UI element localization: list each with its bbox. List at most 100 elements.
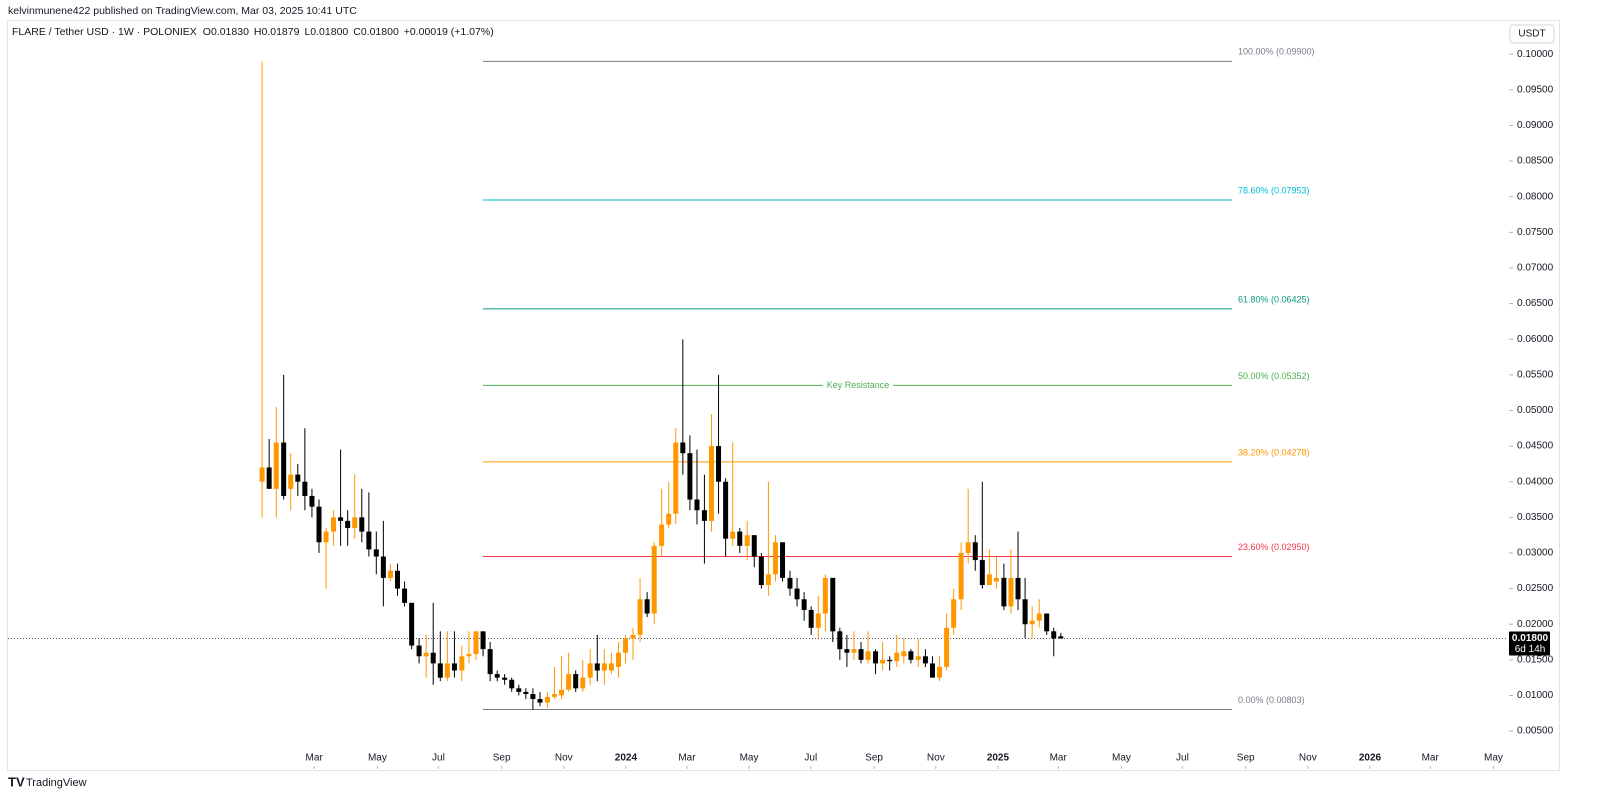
candle-body	[680, 442, 686, 454]
ohlc-value: O0.01830	[203, 26, 249, 38]
y-tick-label: 0.04000	[1517, 476, 1554, 487]
y-tick-label: 0.05500	[1517, 369, 1554, 380]
currency-box[interactable]	[1509, 24, 1555, 44]
candle-body	[494, 674, 500, 678]
y-tick-label: 0.08000	[1517, 191, 1554, 202]
candle-body	[929, 663, 935, 678]
candle-body	[780, 542, 786, 578]
fib-label: 23.60% (0.02950)	[1238, 542, 1310, 552]
candle-body	[694, 499, 700, 511]
candle-body	[359, 517, 365, 532]
last-price-label: 0.01800	[1512, 633, 1549, 644]
y-tick-label: 0.07500	[1517, 227, 1554, 238]
candle-body	[830, 577, 836, 632]
candle-body	[1029, 620, 1035, 625]
candle-body	[459, 656, 465, 671]
candle-body	[380, 556, 386, 578]
x-tick-label: Nov	[555, 753, 573, 764]
candle-body	[509, 679, 515, 689]
brand-logo: TV	[8, 774, 25, 789]
candle-body	[466, 654, 472, 657]
candle-body	[1001, 577, 1007, 607]
x-tick-label: Sep	[865, 753, 883, 764]
candle-body	[451, 663, 457, 671]
candle-body	[437, 663, 443, 678]
x-tick-label: Mar	[678, 753, 696, 764]
x-tick-label: Mar	[1050, 753, 1068, 764]
candle-body	[873, 651, 879, 664]
candle-body	[972, 542, 978, 561]
y-tick-label: 0.10000	[1517, 49, 1554, 60]
annotation: Key Resistance	[827, 380, 890, 390]
candle-body	[801, 599, 807, 610]
x-tick-label: Nov	[1299, 753, 1317, 764]
ohlc-value: C0.01800	[353, 26, 399, 38]
x-tick-label: Jul	[432, 753, 445, 764]
x-tick-label: 2026	[1359, 753, 1382, 764]
x-tick-label: Jul	[804, 753, 817, 764]
candle-body	[331, 517, 337, 532]
candle-body	[302, 481, 308, 496]
ohlc-value: +0.00019 (+1.07%)	[404, 26, 494, 38]
candle-body	[630, 634, 636, 639]
candle-body	[815, 613, 821, 628]
chart-frame	[7, 20, 1560, 771]
candle-body	[765, 574, 771, 586]
fib-label: 50.00% (0.05352)	[1238, 371, 1310, 381]
candle-body	[922, 656, 928, 664]
countdown: 6d 14h	[1515, 644, 1546, 655]
candle-body	[288, 474, 294, 489]
fib-label: 100.00% (0.09900)	[1238, 47, 1315, 57]
candle-body	[480, 631, 486, 650]
candle-body	[1051, 631, 1057, 639]
candle-body	[580, 677, 586, 689]
candle-body	[1036, 613, 1042, 621]
candle-body	[894, 652, 900, 662]
candle-body	[551, 694, 557, 697]
candle-body	[666, 513, 672, 525]
candle-body	[1044, 613, 1050, 632]
candle-body	[908, 651, 914, 660]
candle-body	[937, 666, 943, 678]
candle-body	[594, 663, 600, 671]
candle-body	[487, 649, 493, 675]
candle-body	[751, 535, 757, 557]
candle-body	[444, 663, 450, 678]
candle-body	[273, 442, 279, 489]
fib-label: 78.60% (0.07953)	[1238, 185, 1310, 195]
y-tick-label: 0.04500	[1517, 441, 1554, 452]
symbol: FLARE / Tether USD · 1W · POLONIEX	[12, 26, 197, 38]
x-tick-label: 2024	[615, 753, 638, 764]
candle-body	[986, 574, 992, 586]
candle-body	[1008, 577, 1014, 607]
candle-body	[266, 467, 272, 489]
candle-body	[623, 638, 629, 653]
candle-body	[944, 627, 950, 667]
candle-body	[915, 656, 921, 660]
candle-body	[858, 649, 864, 660]
candle-body	[259, 467, 265, 482]
candle-body	[772, 542, 778, 575]
candle-body	[716, 446, 722, 482]
x-tick-label: Mar	[306, 753, 324, 764]
candle-body	[1015, 577, 1021, 600]
x-tick-label: Sep	[493, 753, 511, 764]
candle-body	[587, 663, 593, 678]
y-tick-label: 0.03500	[1517, 512, 1554, 523]
candle-body	[651, 545, 657, 614]
currency[interactable]: USDT	[1518, 29, 1545, 40]
candle-body	[844, 649, 850, 653]
candle-body	[979, 560, 985, 586]
candle-body	[837, 631, 843, 650]
candle-body	[601, 663, 607, 671]
brand: TV TradingView	[8, 774, 87, 789]
candle-body	[901, 651, 907, 657]
annotation-bg	[822, 382, 894, 389]
candle-body	[316, 506, 322, 543]
fib-label: 0.00% (0.00803)	[1238, 695, 1305, 705]
x-tick-label: Jul	[1176, 753, 1189, 764]
candle-body	[373, 549, 379, 557]
candle-body	[880, 659, 886, 664]
